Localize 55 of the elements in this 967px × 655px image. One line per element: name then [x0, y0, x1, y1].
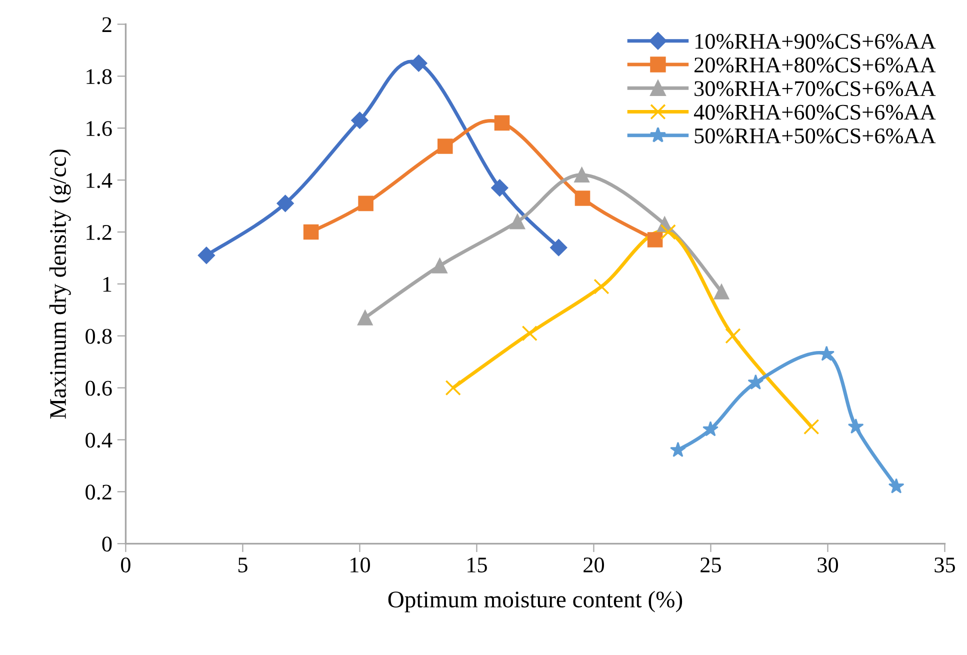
- x-tick-label: 35: [934, 558, 955, 572]
- point: [574, 190, 590, 206]
- y-tick-label: 0.6: [86, 380, 112, 396]
- point: [725, 328, 741, 344]
- point: [276, 194, 294, 212]
- point: [410, 54, 428, 72]
- point: [357, 310, 373, 326]
- y-axis-title: Maximum dry density (g/cc): [49, 150, 71, 419]
- y-tick-label: 0: [102, 536, 112, 552]
- legend-label: 50%RHA+50%CS+6%AA: [694, 128, 936, 144]
- y-tick-label: 2: [102, 17, 112, 32]
- legend-label: 10%RHA+90%CS+6%AA: [695, 34, 936, 49]
- point: [888, 478, 904, 494]
- x-tick-label: 10: [350, 557, 370, 572]
- point: [702, 421, 718, 436]
- point: [574, 167, 590, 183]
- point: [818, 346, 835, 361]
- legend-label: 40%RHA+60%CS+6%AA: [694, 104, 936, 120]
- point: [494, 115, 510, 131]
- legend-label: 20%RHA+80%CS+6%AA: [694, 58, 936, 73]
- point: [510, 214, 526, 230]
- x-tick-label: 5: [238, 558, 248, 572]
- point: [445, 380, 461, 396]
- legend-label: 30%RHA+70%CS+6%AA: [694, 81, 936, 96]
- point: [748, 374, 764, 390]
- point: [491, 179, 508, 196]
- point: [432, 258, 448, 274]
- point: [848, 418, 864, 434]
- y-tick-label: 0.4: [86, 432, 112, 448]
- y-tick-label: 1.2: [86, 224, 112, 240]
- point: [647, 232, 663, 248]
- y-tick-label: 1.6: [86, 121, 112, 136]
- point: [351, 112, 368, 129]
- x-tick-label: 20: [584, 557, 604, 572]
- x-tick-label: 25: [700, 558, 721, 572]
- x-tick-label: 15: [468, 558, 487, 572]
- point: [198, 246, 215, 264]
- point: [714, 284, 730, 300]
- point: [522, 325, 538, 342]
- y-tick-label: 1: [103, 276, 112, 292]
- point: [303, 224, 319, 240]
- x-tick-label: 30: [818, 557, 838, 572]
- y-tick-label: 1.4: [86, 173, 112, 188]
- point: [438, 138, 453, 154]
- x-axis-title: Optimum moisture content (%): [388, 590, 682, 612]
- x-tick-label: 0: [121, 557, 130, 572]
- point: [594, 278, 610, 294]
- y-tick-label: 1.8: [86, 69, 112, 84]
- y-tick-label: 0.8: [86, 328, 112, 344]
- point: [660, 224, 676, 240]
- y-tick-label: 0.2: [86, 484, 112, 500]
- point: [358, 196, 374, 212]
- point: [550, 239, 568, 256]
- point: [670, 442, 686, 458]
- point: [804, 418, 820, 435]
